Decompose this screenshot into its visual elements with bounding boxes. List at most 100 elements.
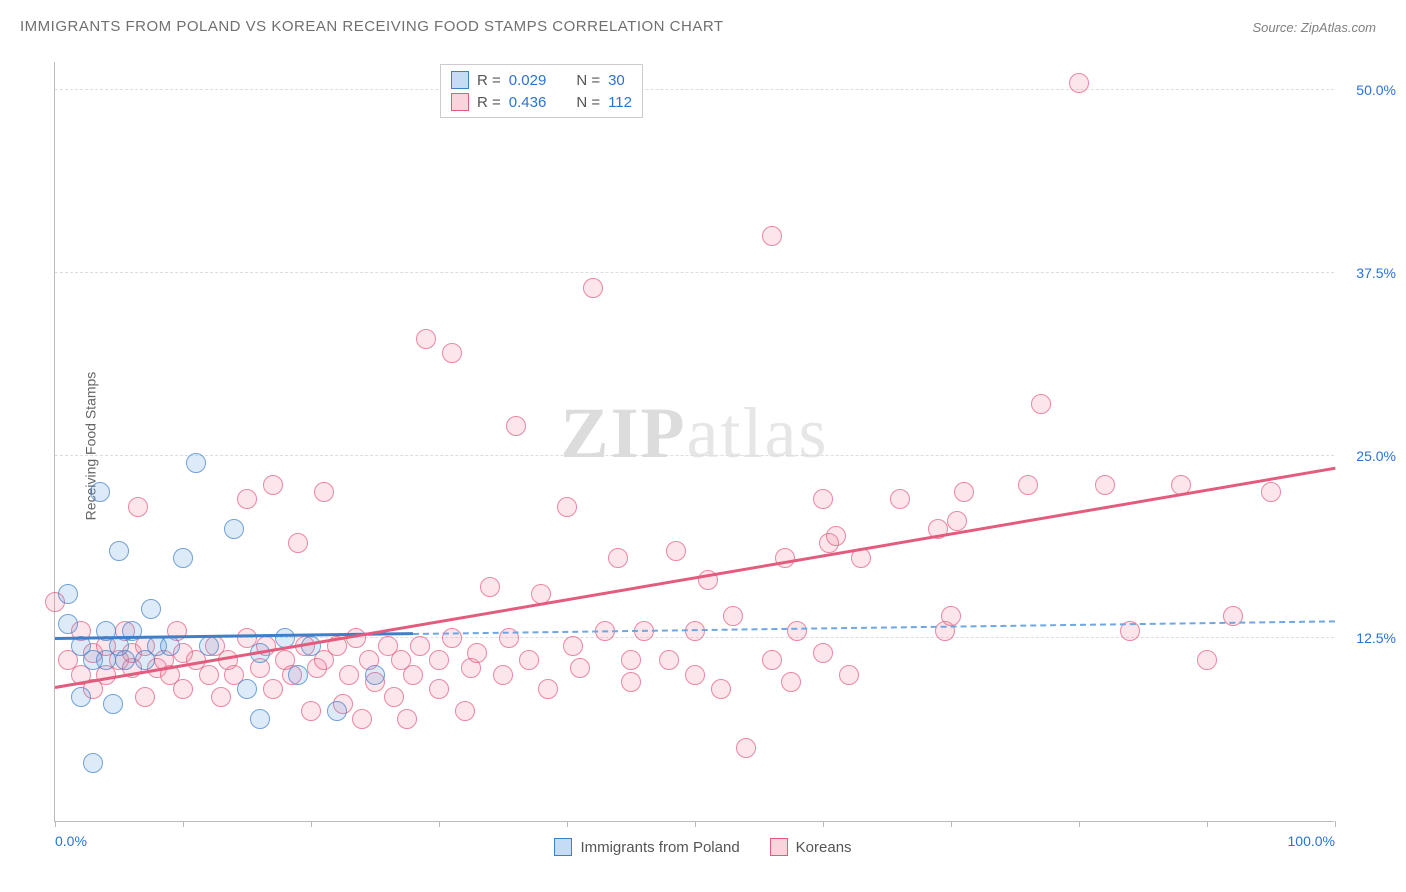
legend-n-label: N = [576,94,600,111]
x-tick [55,821,56,827]
scatter-point-koreans [519,650,539,670]
scatter-point-koreans [199,665,219,685]
scatter-point-poland [224,519,244,539]
correlation-legend: R = 0.029 N = 30R = 0.436 N = 112 [440,64,643,118]
scatter-point-koreans [954,482,974,502]
scatter-point-koreans [570,658,590,678]
x-tick [823,821,824,827]
scatter-point-koreans [787,621,807,641]
legend-r-label: R = [477,72,501,89]
scatter-point-koreans [352,709,372,729]
scatter-point-koreans [211,687,231,707]
scatter-point-poland [58,614,78,634]
scatter-point-poland [327,701,347,721]
scatter-point-koreans [301,701,321,721]
scatter-point-koreans [762,226,782,246]
scatter-point-poland [109,541,129,561]
gridline [55,272,1334,273]
legend-label-koreans: Koreans [796,839,852,856]
watermark-text: ZIPatlas [561,392,829,475]
scatter-point-koreans [480,577,500,597]
scatter-point-poland [199,636,219,656]
scatter-point-koreans [621,672,641,692]
scatter-point-poland [173,548,193,568]
gridline [55,89,1334,90]
chart-container: IMMIGRANTS FROM POLAND VS KOREAN RECEIVI… [0,0,1406,892]
scatter-point-koreans [711,679,731,699]
trendline-poland-ext [413,620,1335,635]
plot-area: ZIPatlas 12.5%25.0%37.5%50.0%0.0%100.0% [54,62,1334,822]
y-tick-label: 37.5% [1340,265,1396,281]
scatter-point-koreans [826,526,846,546]
scatter-point-koreans [1018,475,1038,495]
scatter-point-koreans [583,278,603,298]
x-tick [1207,821,1208,827]
legend-n-value-koreans: 112 [608,94,632,111]
scatter-point-koreans [339,665,359,685]
scatter-point-poland [103,694,123,714]
x-tick [183,821,184,827]
scatter-point-koreans [506,416,526,436]
y-tick-label: 50.0% [1340,82,1396,98]
scatter-point-koreans [429,650,449,670]
scatter-point-poland [250,709,270,729]
x-tick [1335,821,1336,827]
x-tick [567,821,568,827]
legend-item-poland: Immigrants from Poland [554,838,739,856]
scatter-point-koreans [563,636,583,656]
scatter-point-koreans [263,475,283,495]
legend-swatch-koreans [451,93,469,111]
scatter-point-koreans [1095,475,1115,495]
scatter-point-koreans [813,643,833,663]
scatter-point-poland [237,679,257,699]
scatter-point-koreans [762,650,782,670]
scatter-point-koreans [659,650,679,670]
legend-n-value-poland: 30 [608,72,625,89]
scatter-point-koreans [416,329,436,349]
x-tick [695,821,696,827]
legend-n-label: N = [576,72,600,89]
legend-r-value-koreans: 0.436 [509,94,547,111]
legend-swatch-koreans [770,838,788,856]
scatter-point-koreans [442,343,462,363]
scatter-point-koreans [666,541,686,561]
scatter-point-koreans [128,497,148,517]
legend-r-value-poland: 0.029 [509,72,547,89]
scatter-point-koreans [263,679,283,699]
y-tick-label: 25.0% [1340,448,1396,464]
scatter-point-koreans [237,489,257,509]
scatter-point-koreans [839,665,859,685]
series-legend: Immigrants from Poland Koreans [0,838,1406,856]
scatter-point-koreans [723,606,743,626]
chart-title: IMMIGRANTS FROM POLAND VS KOREAN RECEIVI… [20,18,724,35]
scatter-point-koreans [1069,73,1089,93]
scatter-point-koreans [455,701,475,721]
x-tick [1079,821,1080,827]
legend-row-koreans: R =0.436N =112 [451,91,632,113]
watermark-zip: ZIP [561,393,687,473]
scatter-point-koreans [442,628,462,648]
scatter-point-koreans [1031,394,1051,414]
x-tick [311,821,312,827]
scatter-point-koreans [467,643,487,663]
scatter-point-poland [160,636,180,656]
scatter-point-koreans [403,665,423,685]
scatter-point-poland [141,599,161,619]
scatter-point-koreans [384,687,404,707]
scatter-point-koreans [538,679,558,699]
scatter-point-poland [71,687,91,707]
scatter-point-koreans [685,665,705,685]
scatter-point-koreans [941,606,961,626]
scatter-point-koreans [173,679,193,699]
scatter-point-poland [288,665,308,685]
watermark-atlas: atlas [687,393,829,473]
scatter-point-koreans [813,489,833,509]
x-tick [439,821,440,827]
scatter-point-koreans [1261,482,1281,502]
legend-row-poland: R = 0.029 N = 30 [451,69,632,91]
scatter-point-poland [186,453,206,473]
scatter-point-koreans [736,738,756,758]
scatter-point-koreans [608,548,628,568]
legend-label-poland: Immigrants from Poland [580,839,739,856]
legend-item-koreans: Koreans [770,838,852,856]
